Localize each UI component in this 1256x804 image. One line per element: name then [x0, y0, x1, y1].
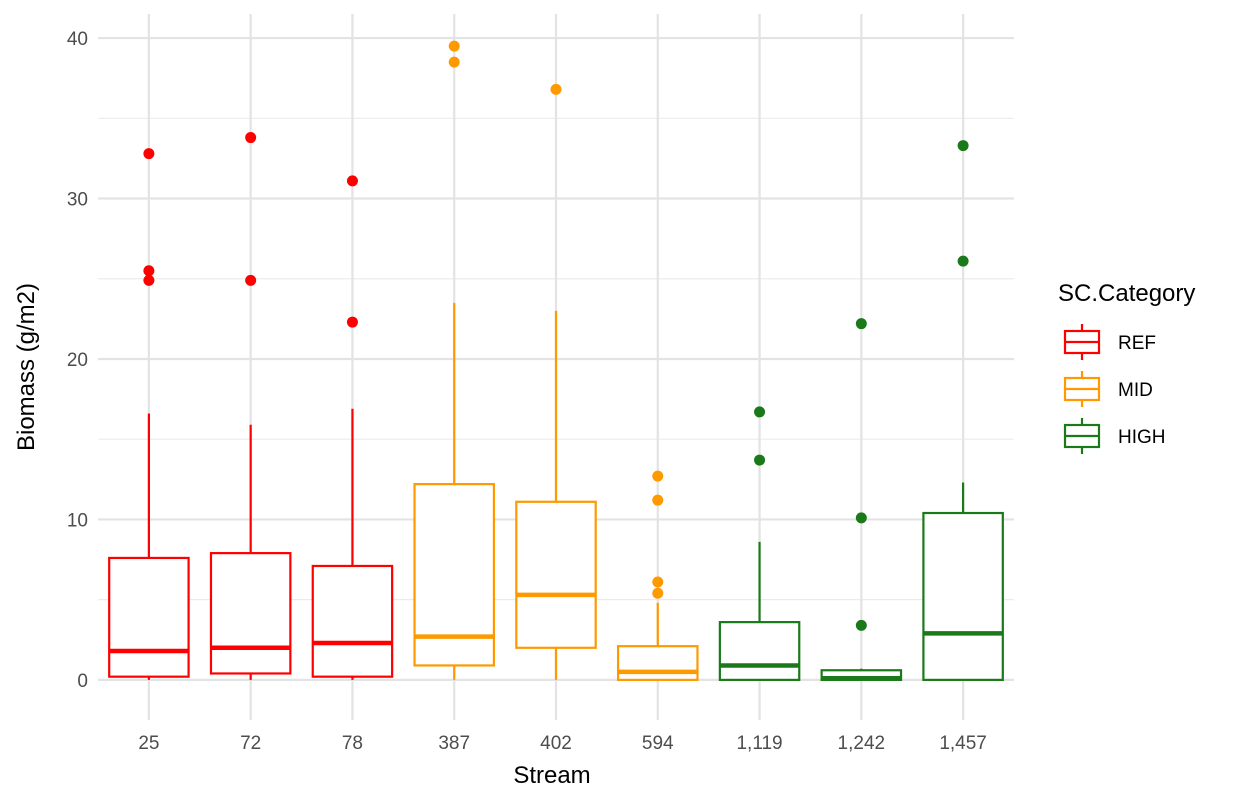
legend-items: REF MID HIGH — [1063, 324, 1166, 454]
outliers — [143, 40, 969, 631]
outlier-point — [245, 274, 257, 286]
outlier-point — [550, 83, 562, 95]
box-mid — [515, 310, 597, 680]
outlier-point — [143, 148, 155, 160]
legend-label: REF — [1118, 333, 1156, 354]
outlier-point — [652, 587, 664, 599]
legend-label: HIGH — [1118, 427, 1166, 448]
outlier-point — [957, 255, 969, 267]
box-high — [718, 541, 801, 681]
y-axis-title: Biomass (g/m2) — [13, 283, 40, 451]
outlier-point — [652, 470, 664, 482]
y-axis-ticks: 0 10 20 30 40 — [67, 29, 88, 692]
y-tick-label: 30 — [67, 190, 88, 211]
boxes — [108, 302, 1004, 681]
outlier-point — [143, 265, 155, 277]
outlier-point — [754, 406, 766, 418]
legend-item-mid: MID — [1063, 371, 1153, 407]
legend-label: MID — [1118, 380, 1153, 401]
legend-item-ref: REF — [1063, 324, 1156, 360]
y-tick-label: 20 — [67, 350, 88, 371]
x-tick-label: 78 — [342, 733, 363, 754]
x-tick-label: 72 — [240, 733, 261, 754]
outlier-point — [652, 576, 664, 588]
x-axis-ticks: 25 72 78 387 402 594 1,119 1,242 1,457 — [138, 733, 987, 754]
outlier-point — [855, 512, 867, 524]
box-body — [311, 564, 394, 678]
x-tick-label: 387 — [438, 733, 470, 754]
box-body — [616, 645, 699, 681]
box-body — [718, 621, 801, 681]
outlier-point — [754, 454, 766, 466]
box-body — [922, 511, 1004, 681]
box-ref — [209, 424, 292, 680]
y-tick-label: 10 — [67, 510, 88, 531]
outlier-point — [652, 494, 664, 506]
box-body — [209, 552, 292, 675]
x-tick-label: 402 — [540, 733, 572, 754]
x-tick-label: 25 — [138, 733, 159, 754]
x-tick-label: 1,242 — [838, 733, 886, 754]
outlier-point — [245, 132, 257, 144]
box-high — [820, 668, 903, 681]
outlier-point — [957, 140, 969, 152]
x-tick-label: 1,457 — [939, 733, 987, 754]
legend: SC.Category REF MID HIGH — [1058, 280, 1195, 454]
outlier-point — [448, 40, 460, 52]
outlier-point — [448, 56, 460, 68]
outlier-point — [346, 316, 358, 328]
y-tick-label: 0 — [77, 671, 88, 692]
outlier-point — [855, 619, 867, 631]
x-tick-label: 594 — [642, 733, 674, 754]
x-tick-label: 1,119 — [736, 733, 782, 754]
box-mid — [616, 602, 699, 681]
box-high — [922, 482, 1004, 681]
outlier-point — [346, 175, 358, 187]
y-tick-label: 40 — [67, 29, 88, 50]
box-body — [515, 500, 597, 649]
outlier-point — [143, 274, 155, 286]
legend-title: SC.Category — [1058, 280, 1195, 307]
box-mid — [413, 302, 496, 680]
x-axis-title: Stream — [513, 762, 590, 789]
box-ref — [311, 408, 394, 680]
outlier-point — [855, 318, 867, 330]
box-ref — [108, 413, 190, 680]
legend-item-high: HIGH — [1063, 418, 1166, 454]
box-body — [108, 556, 190, 678]
